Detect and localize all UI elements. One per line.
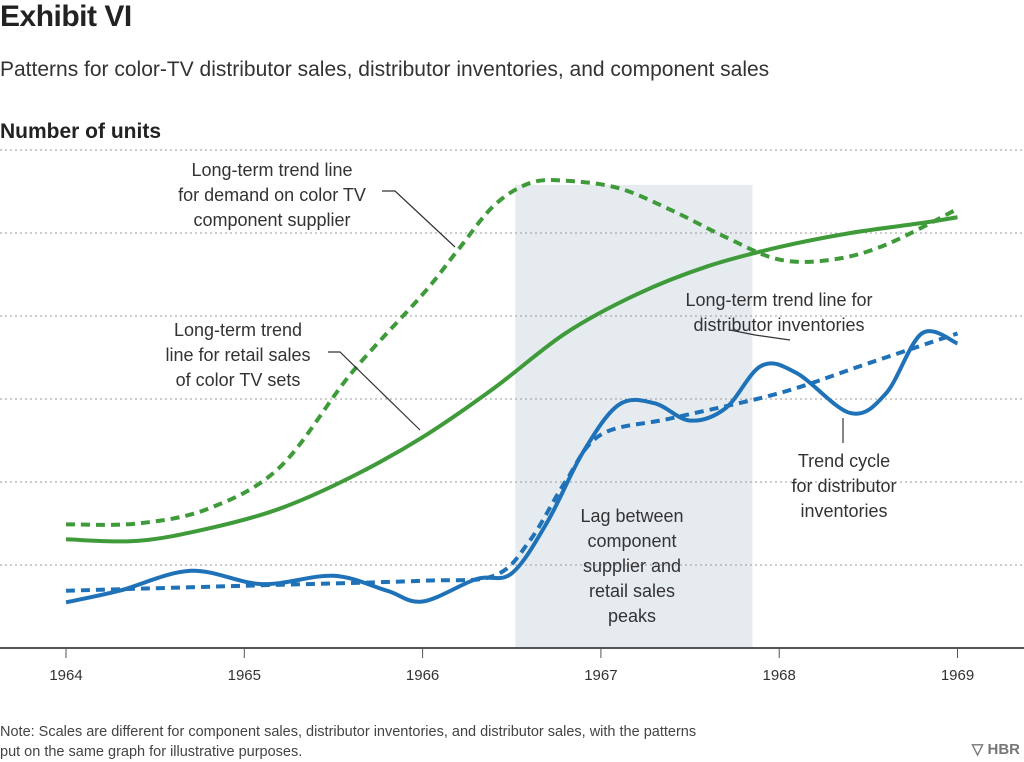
lag-label-line: supplier and [583,556,681,576]
lag-label: Lag between component supplier and retail s… [580,506,683,626]
inventory-trend-label-line: Long-term trend line for [685,290,872,310]
chart-subtitle: Patterns for color-TV distributor sales,… [0,58,770,81]
chart-note: Note: Scales are different for component… [0,724,697,760]
distributor-inventory-cycle-line [65,329,959,605]
retail-sales-label: Long-term trend line for retail sales of c… [165,320,310,390]
inventory-cycle-label-line: for distributor [791,476,896,496]
x-tick-label: 1967 [584,667,617,684]
component-demand-label: Long-term trend line for demand on color … [178,160,366,230]
lag-label-line: Lag between [580,506,683,526]
retail-sales-label-line: of color TV sets [176,370,301,390]
component-demand-trend-line [65,178,959,527]
inventory-cycle-label-line: Trend cycle [798,451,890,471]
inventory-cycle-label-line: inventories [800,501,887,521]
inventory-trend-label-line: distributor inventories [693,315,864,335]
x-tick-label: 1969 [941,667,974,684]
chart-title: Exhibit VI [0,0,132,33]
inventory-cycle-label: Trend cycle for distributor inventories [791,451,896,521]
hbr-logo: ▽ HBR [972,740,1020,758]
x-tick-label: 1968 [763,667,796,684]
leader-inventory-trend [729,329,791,341]
leader-retail-sales [328,351,421,431]
component-demand-label-line: Long-term trend line [191,160,352,180]
inventory-trend-label: Long-term trend line for distributor inve… [685,290,872,335]
x-tick-label: 1964 [49,667,82,684]
component-demand-label-line: for demand on color TV [178,185,366,205]
distributor-inventory-trend-line [65,331,959,593]
lag-label-line: component [587,531,676,551]
lag-label-line: peaks [608,606,656,626]
chart-plot: 1964 1965 1966 1967 1968 1969 Long-term trend … [0,149,1024,684]
logo-text: HBR [987,741,1021,758]
shield-icon: ▽ [971,741,984,758]
lag-shaded-region [515,185,753,648]
retail-sales-trend-line [65,215,958,544]
leader-component-demand [382,190,456,248]
x-tick-label: 1966 [406,667,439,684]
component-demand-label-line: component supplier [193,210,350,230]
retail-sales-label-line: Long-term trend [174,320,302,340]
x-tick-label: 1965 [228,667,261,684]
y-axis-label: Number of units [0,120,161,143]
retail-sales-label-line: line for retail sales [165,345,310,365]
lag-label-line: retail sales [589,581,675,601]
